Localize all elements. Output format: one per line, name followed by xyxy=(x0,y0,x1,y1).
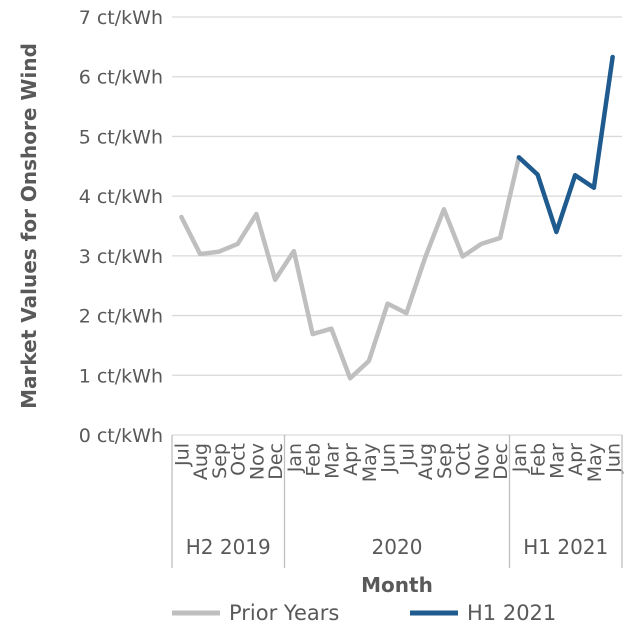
x-tick-label: Jul xyxy=(396,443,418,467)
x-tick-label: Aug xyxy=(415,443,437,480)
x-tick-label: Feb xyxy=(528,443,550,477)
legend-label: H1 2021 xyxy=(467,601,556,625)
x-group-label: H2 2019 xyxy=(186,535,271,559)
x-tick-label: Apr xyxy=(565,443,587,476)
x-tick-label: Nov xyxy=(471,443,493,480)
y-tick-label: 7 ct/kWh xyxy=(79,7,163,29)
series-lines xyxy=(179,54,615,381)
x-group-label: H1 2021 xyxy=(523,535,608,559)
y-tick-label: 4 ct/kWh xyxy=(79,186,163,208)
x-tick-label: Jul xyxy=(171,443,193,467)
series-line xyxy=(516,54,615,235)
gridlines xyxy=(172,16,622,436)
x-tick-label: May xyxy=(359,443,381,482)
x-tick-label: Aug xyxy=(190,443,212,480)
x-tick-label: Jun xyxy=(603,443,625,474)
x-tick-label: Sep xyxy=(434,443,456,479)
y-tick-label: 3 ct/kWh xyxy=(79,246,163,268)
x-tick-label: Oct xyxy=(453,443,475,476)
x-tick-label: Feb xyxy=(303,443,325,477)
x-tick-label: Dec xyxy=(265,443,287,480)
y-tick-label: 6 ct/kWh xyxy=(79,67,163,89)
y-axis-label: Market Values for Onshore Wind xyxy=(17,43,41,409)
x-axis: JulAugSepOctNovDecJanFebMarAprMayJunJulA… xyxy=(171,435,625,568)
x-tick-label: Jan xyxy=(284,443,306,473)
x-axis-label: Month xyxy=(361,573,433,597)
y-tick-label: 1 ct/kWh xyxy=(79,365,163,387)
x-tick-label: Jan xyxy=(509,443,531,473)
x-tick-label: Dec xyxy=(490,443,512,480)
x-tick-label: Mar xyxy=(321,443,343,479)
y-tick-label: 5 ct/kWh xyxy=(79,126,163,148)
x-tick-label: Jun xyxy=(378,443,400,474)
y-tick-label: 2 ct/kWh xyxy=(79,306,163,328)
x-tick-label: Sep xyxy=(209,443,231,479)
x-tick-label: Apr xyxy=(340,443,362,476)
legend: Prior Years H1 2021 xyxy=(172,601,556,625)
x-tick-label: Oct xyxy=(228,443,250,476)
series-line xyxy=(179,155,522,381)
legend-label: Prior Years xyxy=(229,601,339,625)
y-axis-ticks: 0 ct/kWh 1 ct/kWh 2 ct/kWh 3 ct/kWh 4 ct/kWh… xyxy=(79,7,163,447)
x-tick-label: May xyxy=(584,443,606,482)
y-tick-label: 0 ct/kWh xyxy=(79,425,163,447)
x-tick-label: Nov xyxy=(246,443,268,480)
x-group-label: 2020 xyxy=(372,535,423,559)
x-tick-label: Mar xyxy=(546,443,568,479)
